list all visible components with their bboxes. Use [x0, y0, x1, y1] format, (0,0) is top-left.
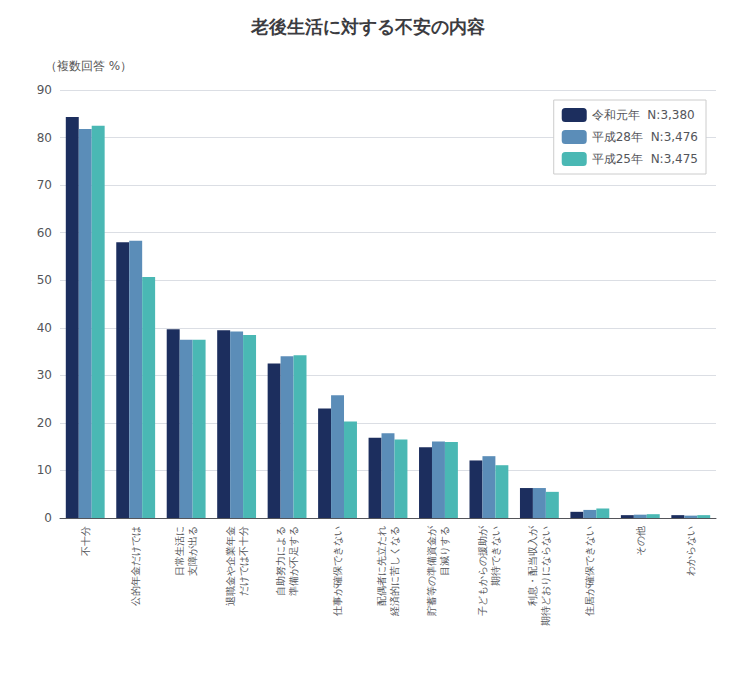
svg-text:平成28年 N:3,476: 平成28年 N:3,476 [592, 130, 698, 144]
svg-text:80: 80 [37, 131, 52, 145]
svg-text:90: 90 [37, 83, 52, 97]
svg-text:50: 50 [37, 273, 52, 287]
svg-text:30: 30 [37, 368, 52, 382]
svg-text:（複数回答 %）: （複数回答 %） [45, 59, 132, 73]
svg-text:期待どおりにならない: 期待どおりにならない [540, 526, 551, 626]
svg-text:わからない: わからない [685, 526, 696, 576]
svg-text:不十分: 不十分 [80, 526, 91, 556]
svg-text:配偶者に先立たれ: 配偶者に先立たれ [376, 526, 387, 606]
svg-text:だけでは不十分: だけでは不十分 [238, 526, 249, 596]
svg-text:40: 40 [37, 321, 52, 335]
svg-text:貯蓄等の準備資金が: 貯蓄等の準備資金が [426, 525, 437, 616]
svg-text:10: 10 [37, 463, 52, 477]
svg-text:自助努力による: 自助努力による [275, 526, 286, 596]
svg-text:経済的に苦しくなる: 経済的に苦しくなる [389, 526, 400, 617]
svg-text:平成25年 N:3,475: 平成25年 N:3,475 [592, 152, 698, 166]
svg-text:子どもからの援助が: 子どもからの援助が [477, 525, 488, 616]
svg-text:70: 70 [37, 178, 52, 192]
svg-text:公的年金だけでは: 公的年金だけでは [130, 526, 141, 606]
svg-text:住居が確保できない: 住居が確保できない [584, 526, 595, 616]
svg-text:準備が不足する: 準備が不足する [288, 526, 299, 596]
svg-text:利息・配当収入が: 利息・配当収入が [527, 525, 538, 606]
svg-text:目減りする: 目減りする [439, 526, 450, 576]
svg-text:その他: その他 [635, 526, 646, 556]
svg-text:支障が出る: 支障が出る [187, 526, 198, 576]
svg-text:仕事が確保できない: 仕事が確保できない [332, 526, 343, 616]
svg-text:退職金や企業年金: 退職金や企業年金 [225, 526, 236, 606]
svg-text:令和元年 N:3,380: 令和元年 N:3,380 [592, 108, 695, 122]
svg-text:60: 60 [37, 226, 52, 240]
svg-text:老後生活に対する不安の内容: 老後生活に対する不安の内容 [250, 16, 485, 37]
svg-text:期待できない: 期待できない [490, 526, 501, 586]
svg-text:20: 20 [37, 416, 52, 430]
svg-text:日常生活に: 日常生活に [174, 526, 185, 576]
svg-text:0: 0 [44, 511, 52, 525]
